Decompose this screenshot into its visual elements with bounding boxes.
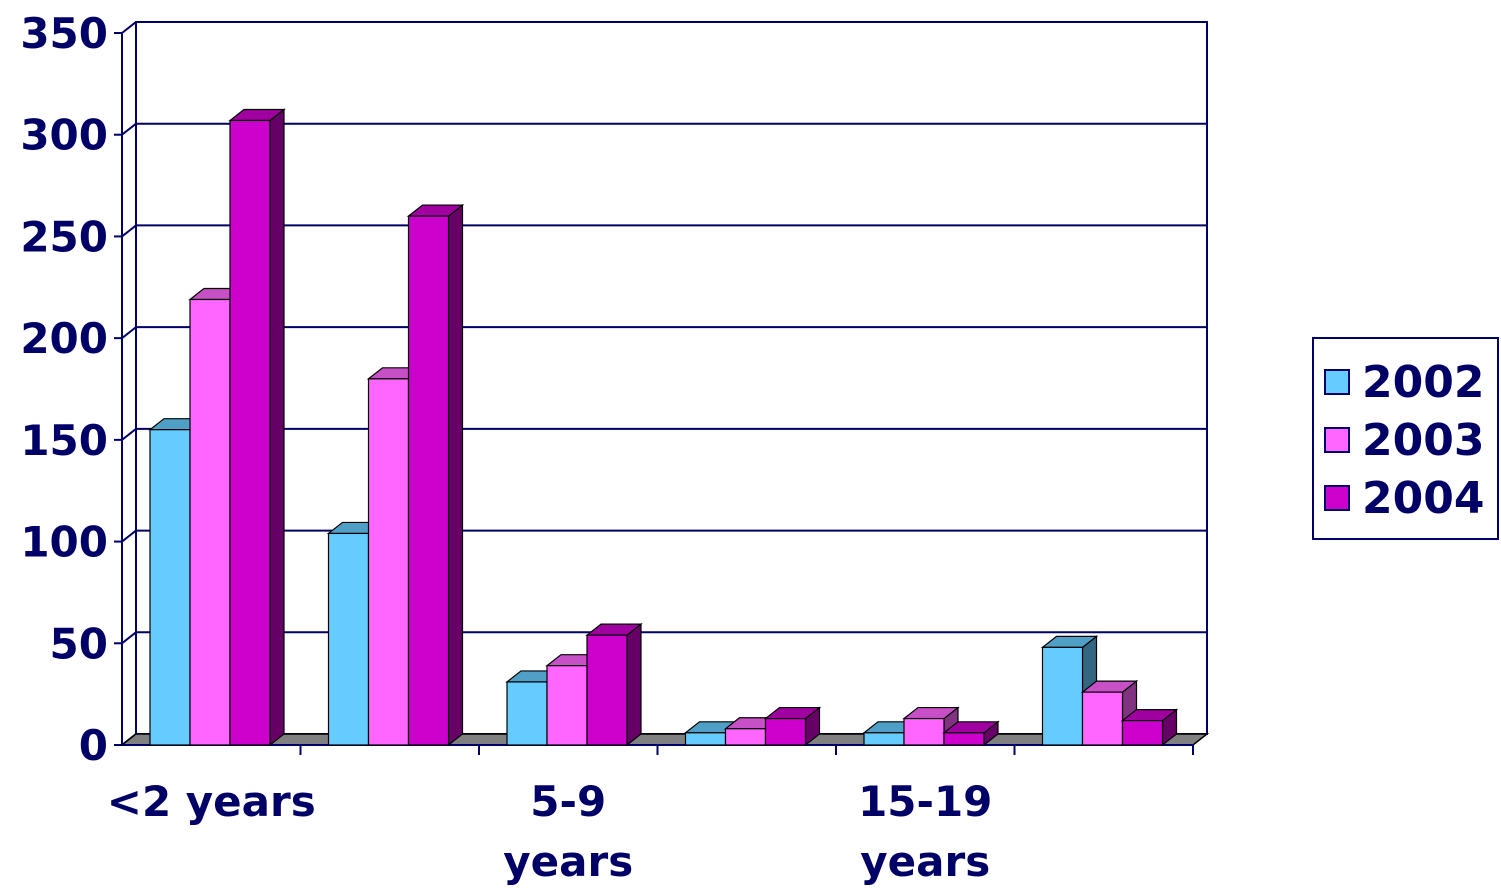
y-tick-label: 300 bbox=[20, 111, 108, 160]
legend-swatch-2003 bbox=[1324, 427, 1350, 453]
bar-2004-3 bbox=[763, 706, 822, 747]
x-tick-label: <2 years bbox=[107, 777, 316, 826]
bar-front-face bbox=[724, 728, 767, 746]
bar-2004-1 bbox=[406, 203, 465, 747]
bar-front-face bbox=[506, 681, 548, 746]
legend-label-2002: 2002 bbox=[1362, 356, 1485, 408]
plot-back-wall bbox=[135, 21, 1208, 735]
legend-item-2003: 2003 bbox=[1324, 414, 1485, 466]
x-tick-label: years bbox=[503, 837, 633, 886]
bar-front-face bbox=[189, 298, 231, 746]
side-wall-gridline bbox=[121, 122, 137, 136]
bar-2004-2 bbox=[585, 622, 643, 747]
bar-side-face bbox=[626, 622, 642, 747]
side-wall-gridline bbox=[121, 21, 137, 34]
y-tick-label: 350 bbox=[20, 9, 108, 58]
y-tick-label: 100 bbox=[20, 518, 108, 567]
side-wall-gridline bbox=[121, 326, 137, 339]
side-wall-gridline bbox=[121, 224, 137, 238]
y-tick-label: 250 bbox=[20, 212, 108, 261]
bar-2003-4 bbox=[902, 706, 960, 747]
side-wall-gridline bbox=[121, 631, 137, 645]
bar-front-face bbox=[229, 119, 271, 746]
bar-front-face bbox=[863, 732, 905, 746]
bar-front-face bbox=[903, 717, 945, 746]
bar-front-face bbox=[149, 429, 191, 746]
bar-front-face bbox=[327, 532, 370, 746]
legend-label-2003: 2003 bbox=[1362, 414, 1485, 466]
bar-front-face bbox=[1041, 646, 1084, 746]
bar-front-face bbox=[684, 732, 727, 746]
bar-side-face bbox=[269, 108, 285, 747]
x-tick-label: 15-19 bbox=[858, 777, 992, 826]
y-tick-label: 150 bbox=[20, 416, 108, 465]
side-wall-gridline bbox=[121, 529, 137, 543]
bar-front-face bbox=[1081, 691, 1124, 746]
bar-front-face bbox=[367, 378, 410, 746]
legend-label-2004: 2004 bbox=[1362, 472, 1485, 524]
side-wall-gridline bbox=[121, 428, 137, 441]
bar-2004-4 bbox=[942, 720, 1000, 747]
legend-swatch-2002 bbox=[1324, 369, 1350, 395]
y-tick-label: 200 bbox=[20, 314, 108, 363]
legend: 2002 2003 2004 bbox=[1312, 337, 1499, 540]
bar-front-face bbox=[1121, 719, 1164, 746]
bar-front-face bbox=[546, 665, 588, 746]
legend-item-2004: 2004 bbox=[1324, 472, 1485, 524]
bar-2004-5 bbox=[1120, 708, 1179, 747]
x-tick-label: 5-9 bbox=[530, 777, 606, 826]
bar-2004-0 bbox=[228, 108, 286, 747]
bar-front-face bbox=[586, 634, 628, 746]
y-tick-label: 50 bbox=[50, 619, 108, 668]
bar-front-face bbox=[407, 215, 450, 746]
bar-side-face bbox=[447, 203, 464, 747]
legend-item-2002: 2002 bbox=[1324, 356, 1485, 408]
legend-swatch-2004 bbox=[1324, 485, 1350, 511]
y-tick-label: 0 bbox=[79, 721, 108, 770]
x-tick-label: years bbox=[860, 837, 990, 886]
bar-front-face bbox=[943, 732, 985, 746]
bar-front-face bbox=[764, 717, 807, 746]
